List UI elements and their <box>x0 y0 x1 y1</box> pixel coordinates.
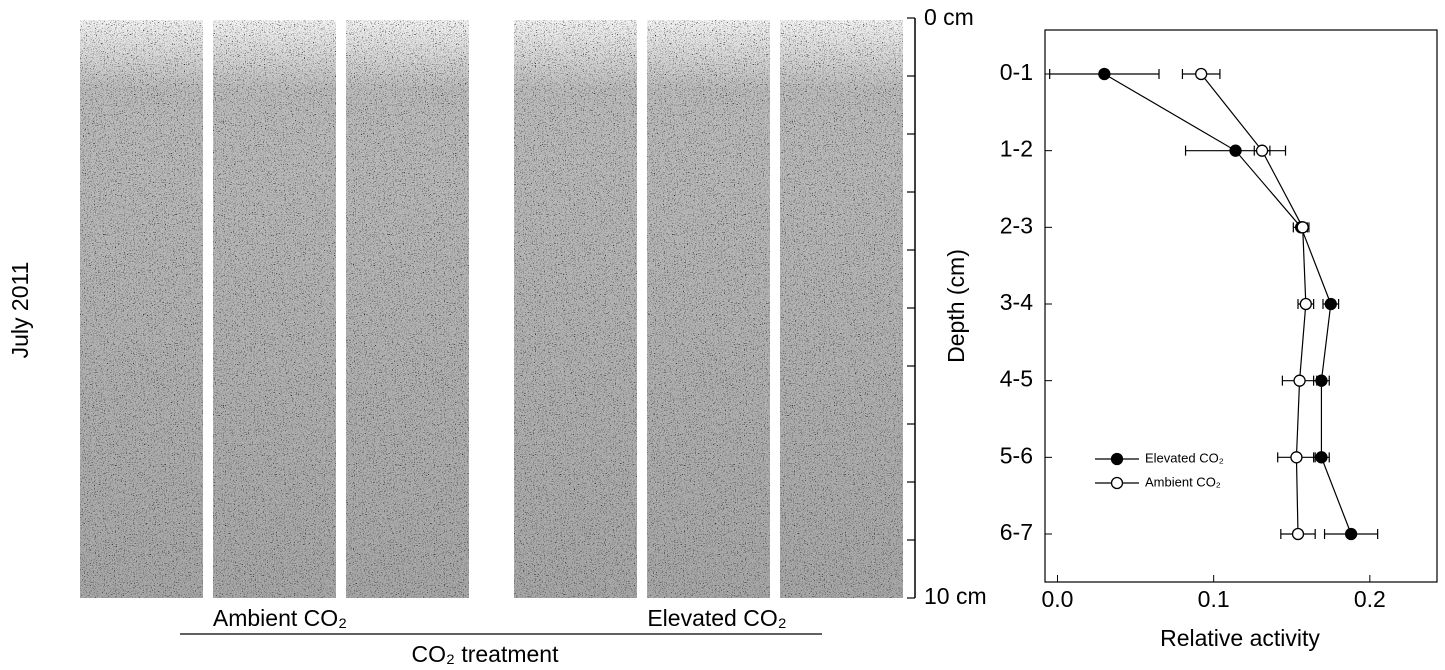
marker <box>1230 145 1241 156</box>
scale-label: 0 cm <box>924 4 974 30</box>
marker <box>1316 452 1327 463</box>
depth-scale <box>907 18 915 598</box>
x-axis-label: Relative activity <box>1160 625 1320 651</box>
row-label: July 2011 <box>7 262 33 359</box>
marker <box>1293 529 1304 540</box>
figure: 0 cm 10 cm July 2011 Ambient CO₂ Elevate… <box>0 0 1445 670</box>
y-tick-label: 1-2 <box>1000 136 1033 162</box>
y-tick-label: 0-1 <box>1000 59 1033 85</box>
x-tick-label: 0.1 <box>1198 586 1230 612</box>
legend-marker <box>1112 454 1123 465</box>
soil-image <box>514 20 637 598</box>
y-tick-label: 6-7 <box>1000 519 1033 545</box>
x-tick-label: 0.0 <box>1042 586 1074 612</box>
marker <box>1325 299 1336 310</box>
y-tick-label: 4-5 <box>1000 366 1033 392</box>
panel-xlabel: CO₂ treatment <box>412 641 560 667</box>
group-label: Ambient CO₂ <box>213 605 347 631</box>
plot-frame <box>1045 30 1437 582</box>
y-tick-label: 3-4 <box>1000 289 1033 315</box>
marker <box>1297 222 1308 233</box>
marker <box>1099 69 1110 80</box>
marker <box>1346 529 1357 540</box>
marker <box>1257 145 1268 156</box>
y-tick-label: 5-6 <box>1000 442 1033 468</box>
marker <box>1316 375 1327 386</box>
marker <box>1196 69 1207 80</box>
x-tick-label: 0.2 <box>1354 586 1386 612</box>
chart: Relative activity Depth (cm) 0.0 0.1 0.2 0-… <box>943 30 1437 651</box>
soil-images <box>80 20 903 598</box>
legend-label: Elevated CO₂ <box>1145 450 1224 465</box>
y-tick-label: 2-3 <box>1000 212 1033 238</box>
y-axis-label: Depth (cm) <box>943 249 969 363</box>
marker <box>1291 452 1302 463</box>
soil-image <box>213 20 336 598</box>
legend-label: Ambient CO₂ <box>1145 474 1221 489</box>
soil-image <box>780 20 903 598</box>
soil-image <box>647 20 770 598</box>
marker <box>1294 375 1305 386</box>
legend-marker <box>1112 478 1123 489</box>
group-label: Elevated CO₂ <box>647 605 786 631</box>
scale-label: 10 cm <box>924 583 987 609</box>
soil-image <box>346 20 469 598</box>
soil-image <box>80 20 203 598</box>
marker <box>1300 299 1311 310</box>
